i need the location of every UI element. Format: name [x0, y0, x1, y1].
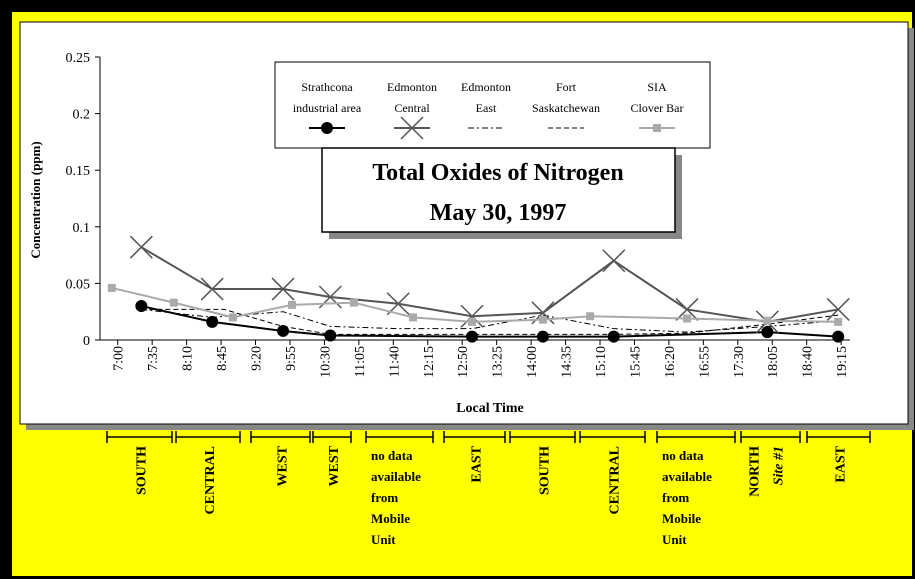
y-axis-title: Concentration (ppm): [28, 141, 43, 258]
region-label: EAST: [834, 445, 849, 482]
region-bracket: [106, 431, 173, 443]
marker: [107, 283, 116, 292]
marker: [675, 297, 699, 321]
region-label: no data available from Mobile Unit: [662, 448, 712, 547]
marker: [460, 304, 484, 328]
region-label: EAST: [470, 445, 485, 482]
y-tick-label: 0.15: [66, 164, 91, 179]
marker: [834, 317, 843, 326]
y-tick-label: 0.05: [66, 277, 91, 292]
marker: [468, 317, 477, 326]
x-tick-label: 13:25: [491, 346, 506, 378]
region-bracket: [509, 431, 576, 443]
x-tick-label: 11:05: [353, 346, 368, 377]
marker: [466, 330, 479, 343]
region-label: WEST: [327, 445, 342, 486]
marker: [763, 316, 772, 325]
y-tick-label: 0.2: [73, 108, 91, 123]
x-tick-label: 8:10: [181, 346, 196, 371]
x-tick-label: 16:20: [663, 346, 678, 378]
marker: [832, 330, 845, 343]
marker: [607, 330, 620, 343]
x-tick-label: 12:15: [422, 346, 437, 378]
marker: [826, 297, 850, 321]
marker: [206, 315, 219, 328]
series-line: [141, 308, 839, 333]
legend-box: [274, 61, 711, 149]
marker: [536, 330, 549, 343]
chart-title: Total Oxides of Nitrogen: [372, 160, 623, 186]
marker: [200, 277, 224, 301]
x-tick-label: 7:00: [112, 346, 127, 371]
x-axis-title: Local Time: [456, 401, 524, 416]
x-tick-label: 19:15: [835, 346, 850, 378]
legend-marker: [321, 122, 333, 134]
region-bracket: [250, 431, 311, 443]
title-box: [321, 147, 676, 233]
region-bracket: [806, 431, 871, 443]
y-tick-label: 0.25: [66, 51, 91, 66]
legend-marker: [653, 124, 661, 132]
region-label: SOUTH: [135, 446, 150, 495]
x-tick-label: 17:30: [732, 346, 747, 378]
legend-label: Edmonton Central: [387, 80, 437, 115]
x-tick-label: 7:35: [146, 346, 161, 371]
region-bracket: [656, 431, 736, 443]
y-tick-label: 0: [83, 334, 90, 349]
x-tick-label: 9:55: [284, 346, 299, 371]
marker: [169, 298, 178, 307]
marker: [277, 324, 290, 337]
x-tick-label: 8:45: [215, 346, 230, 371]
marker: [271, 277, 295, 301]
marker: [287, 300, 296, 309]
legend-label: Edmonton East: [461, 80, 511, 115]
region-label: NORTH: [748, 446, 763, 497]
series-line: [111, 286, 839, 323]
x-tick-label: 14:35: [560, 346, 575, 378]
x-tick-label: 18:40: [801, 346, 816, 378]
region-bracket: [443, 431, 506, 443]
legend-label: Strathcona industrial area: [292, 80, 362, 115]
marker: [761, 326, 774, 339]
region-label: CENTRAL: [203, 446, 218, 514]
region-bracket: [175, 431, 241, 443]
region-label: no data available from Mobile Unit: [371, 448, 421, 547]
region-bracket: [365, 431, 434, 443]
marker: [324, 329, 337, 342]
marker: [129, 235, 153, 259]
region-bracket: [579, 431, 646, 443]
region-label: WEST: [276, 445, 291, 486]
marker: [228, 313, 237, 322]
marker: [349, 298, 358, 307]
marker: [538, 315, 547, 324]
legend-marker: [400, 116, 424, 140]
x-tick-label: 14:00: [525, 346, 540, 378]
marker: [602, 249, 626, 273]
region-sublabel: Site #1: [772, 446, 787, 485]
x-tick-label: 11:40: [387, 346, 402, 377]
x-tick-label: 16:55: [697, 346, 712, 378]
region-label: SOUTH: [538, 446, 553, 495]
marker: [683, 314, 692, 323]
x-tick-label: 9:20: [250, 346, 265, 371]
x-tick-label: 12:50: [456, 346, 471, 378]
chart-subtitle: May 30, 1997: [430, 200, 567, 226]
legend-label: Fort Saskatchewan: [532, 80, 600, 115]
y-tick-label: 0.1: [73, 221, 91, 236]
region-label: CENTRAL: [608, 446, 623, 514]
x-tick-label: 10:30: [318, 346, 333, 378]
legend-label: SIA Clover Bar: [630, 80, 684, 115]
region-bracket: [740, 431, 801, 443]
x-tick-label: 15:45: [628, 346, 643, 378]
x-tick-label: 18:05: [766, 346, 781, 378]
x-tick-label: 15:10: [594, 346, 609, 378]
marker: [586, 312, 595, 321]
series-line: [141, 308, 839, 335]
marker: [408, 313, 417, 322]
region-bracket: [312, 431, 352, 443]
